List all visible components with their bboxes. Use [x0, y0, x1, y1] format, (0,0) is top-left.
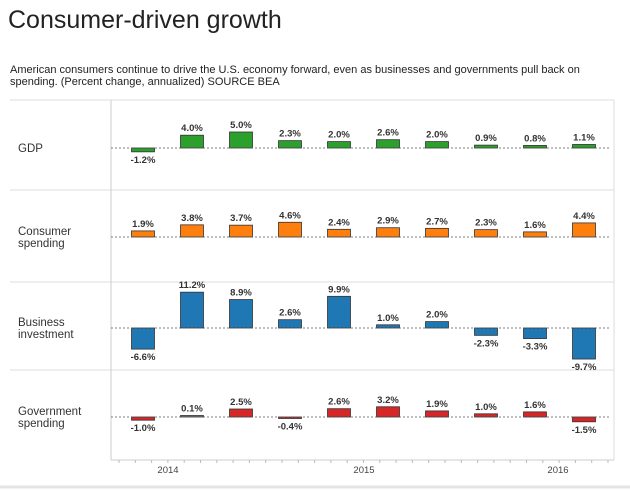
data-label: -2.3%: [474, 338, 499, 349]
bar-government-spending: [523, 411, 547, 418]
bar-government-spending: [425, 410, 449, 418]
bar-government-spending: [229, 408, 253, 418]
data-label: -0.4%: [278, 422, 303, 433]
x-tick-label-2015: 2015: [353, 465, 374, 476]
bar-business-investment: [474, 327, 498, 336]
data-label: -1.2%: [131, 155, 156, 166]
bar-consumer-spending: [180, 224, 204, 238]
data-label: 2.0%: [426, 130, 448, 141]
bar-government-spending: [376, 406, 400, 418]
data-label: -6.6%: [131, 352, 156, 363]
bar-business-investment: [376, 324, 400, 329]
data-label: -9.7%: [572, 362, 597, 373]
bar-business-investment: [278, 319, 302, 329]
x-tick-label-2014: 2014: [157, 465, 178, 476]
x-tick-label-2016: 2016: [547, 465, 568, 476]
bar-consumer-spending: [327, 228, 351, 238]
bar-government-spending: [327, 408, 351, 418]
bar-consumer-spending: [523, 231, 547, 238]
row-label: investment: [18, 329, 74, 341]
bar-business-investment: [229, 299, 253, 329]
bar-government-spending: [572, 416, 596, 423]
row-label: spending: [18, 238, 65, 250]
row-label: Government: [18, 406, 82, 418]
data-label: 2.4%: [328, 217, 350, 228]
data-label: 0.1%: [181, 404, 203, 415]
bar-government-spending: [131, 416, 155, 421]
bar-consumer-spending: [376, 227, 400, 238]
data-label: 1.1%: [573, 132, 595, 143]
data-label: -1.5%: [572, 425, 597, 436]
bar-business-investment: [180, 291, 204, 329]
data-label: 1.9%: [132, 219, 154, 230]
bar-gdp: [180, 134, 204, 149]
data-label: 2.6%: [328, 397, 350, 408]
bar-consumer-spending: [425, 227, 449, 238]
data-label: 2.3%: [279, 129, 301, 140]
bar-business-investment: [523, 327, 547, 339]
bar-gdp: [327, 141, 351, 149]
data-label: 11.2%: [179, 280, 206, 291]
bar-gdp: [376, 139, 400, 149]
row-label: Consumer: [18, 226, 71, 238]
bar-government-spending: [474, 413, 498, 418]
data-label: 2.5%: [230, 397, 252, 408]
bar-gdp: [572, 144, 596, 149]
bar-business-investment: [131, 327, 155, 350]
data-label: 2.0%: [328, 130, 350, 141]
data-label: 1.9%: [426, 399, 448, 410]
data-label: 3.8%: [181, 213, 203, 224]
bar-consumer-spending: [474, 229, 498, 238]
data-label: 1.6%: [524, 220, 546, 231]
row-label: Business: [18, 317, 65, 329]
bar-business-investment: [425, 321, 449, 329]
row-label: GDP: [18, 143, 43, 155]
data-label: 3.7%: [230, 213, 252, 224]
data-label: 1.0%: [377, 313, 399, 324]
chart-subtitle: American consumers continue to drive the…: [10, 64, 580, 88]
data-label: 8.9%: [230, 288, 252, 299]
bar-gdp: [131, 147, 155, 153]
data-label: -3.3%: [523, 342, 548, 353]
data-label: 0.9%: [475, 133, 497, 144]
data-label: 3.2%: [377, 395, 399, 406]
chart-title: Consumer-driven growth: [8, 6, 282, 34]
data-label: 1.0%: [475, 402, 497, 413]
row-label: spending: [18, 418, 65, 430]
data-label: 2.0%: [426, 310, 448, 321]
bar-business-investment: [572, 327, 596, 360]
bar-consumer-spending: [572, 222, 596, 238]
bar-business-investment: [327, 295, 351, 329]
bar-gdp: [278, 140, 302, 149]
data-label: 2.9%: [377, 216, 399, 227]
bar-government-spending: [278, 416, 302, 419]
bar-gdp: [425, 141, 449, 149]
data-label: 2.6%: [377, 128, 399, 139]
data-label: 9.9%: [328, 284, 350, 295]
data-label: 0.8%: [524, 133, 546, 144]
bar-consumer-spending: [278, 221, 302, 238]
bar-gdp: [229, 131, 253, 149]
bar-consumer-spending: [131, 230, 155, 238]
data-label: 1.6%: [524, 400, 546, 411]
data-label: 2.6%: [279, 308, 301, 319]
data-label: -1.0%: [131, 423, 156, 434]
data-label: 4.4%: [573, 211, 595, 222]
bar-consumer-spending: [229, 224, 253, 238]
data-label: 5.0%: [230, 120, 252, 131]
bar-gdp: [474, 144, 498, 149]
data-label: 2.7%: [426, 216, 448, 227]
data-label: 4.6%: [279, 210, 301, 221]
data-label: 2.3%: [475, 218, 497, 229]
data-label: 4.0%: [181, 123, 203, 134]
